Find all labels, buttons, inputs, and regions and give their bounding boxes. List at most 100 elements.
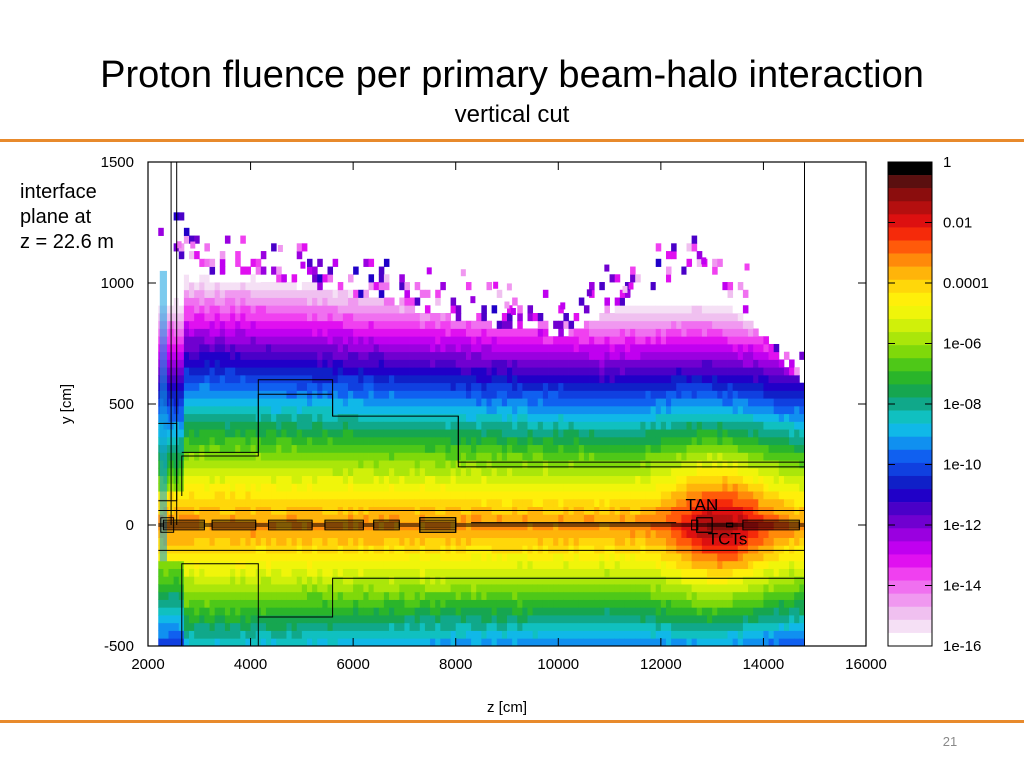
heatmap-cell xyxy=(286,630,292,639)
heatmap-cell xyxy=(306,560,313,569)
heatmap-cell xyxy=(214,568,221,577)
heatmap-cell xyxy=(183,413,190,422)
heatmap-cell xyxy=(476,591,482,600)
heatmap-cell xyxy=(594,436,600,446)
heatmap-cell xyxy=(507,413,513,422)
heatmap-cell xyxy=(219,405,226,415)
heatmap-cell xyxy=(199,568,205,577)
heatmap-cell xyxy=(619,630,626,639)
heatmap-cell xyxy=(219,560,226,569)
heatmap-cell xyxy=(209,630,216,639)
heatmap-cell xyxy=(548,382,554,391)
heatmap-cell xyxy=(230,297,236,306)
heatmap-cell xyxy=(230,576,236,585)
heatmap-cell xyxy=(389,390,395,399)
heatmap-cell xyxy=(465,568,472,577)
heatmap-cell xyxy=(701,328,708,337)
heatmap-cell xyxy=(189,251,195,260)
heatmap-cell xyxy=(686,483,693,492)
heatmap-cell xyxy=(373,622,380,631)
heatmap-cell xyxy=(583,382,590,391)
heatmap-cell xyxy=(599,444,605,453)
heatmap-cell xyxy=(573,351,580,360)
heatmap-cell xyxy=(419,467,426,477)
heatmap-cell xyxy=(430,615,436,624)
heatmap-cell xyxy=(537,560,544,569)
heatmap-cell xyxy=(301,638,308,646)
heatmap-cell xyxy=(650,367,657,376)
heatmap-cell xyxy=(358,638,364,646)
heatmap-cell xyxy=(342,374,349,384)
heatmap-cell xyxy=(640,320,646,329)
heatmap-cell xyxy=(465,576,472,585)
heatmap-cell xyxy=(527,638,534,646)
heatmap-cell xyxy=(553,467,559,477)
heatmap-cell xyxy=(337,359,344,368)
heatmap-cell xyxy=(665,313,672,322)
heatmap-cell xyxy=(291,452,298,461)
heatmap-cell xyxy=(183,568,190,577)
heatmap-cell xyxy=(578,359,585,368)
heatmap-cell xyxy=(517,382,523,391)
heatmap-cell xyxy=(296,584,303,593)
heatmap-cell xyxy=(291,460,298,469)
heatmap-cell xyxy=(527,305,534,314)
heatmap-cell xyxy=(194,529,200,538)
heatmap-cell xyxy=(348,305,354,314)
heatmap-cell xyxy=(594,568,600,577)
heatmap-cell xyxy=(178,351,185,360)
heatmap-cell xyxy=(224,305,231,314)
heatmap-cell xyxy=(430,405,436,415)
heatmap-cell xyxy=(424,514,431,523)
heatmap-cell xyxy=(409,452,416,461)
heatmap-cell xyxy=(532,475,539,484)
heatmap-cell xyxy=(194,475,200,484)
heatmap-cell xyxy=(235,390,241,399)
heatmap-cell xyxy=(419,436,426,446)
heatmap-cell xyxy=(671,460,677,469)
heatmap-cell xyxy=(306,599,313,608)
heatmap-cell xyxy=(194,282,200,291)
heatmap-cell xyxy=(194,374,200,384)
heatmap-cell xyxy=(671,289,677,298)
heatmap-cell xyxy=(178,313,185,322)
heatmap-cell xyxy=(194,235,200,244)
heatmap-cell xyxy=(245,343,251,353)
heatmap-cell xyxy=(342,553,349,562)
heatmap-cell xyxy=(599,405,605,415)
heatmap-cell xyxy=(204,553,210,562)
heatmap-cell xyxy=(707,568,713,577)
heatmap-cell xyxy=(312,359,318,368)
heatmap-cell xyxy=(204,266,210,275)
heatmap-cell xyxy=(322,382,328,391)
heatmap-cell xyxy=(204,436,210,446)
heatmap-cell xyxy=(214,576,221,585)
heatmap-cell xyxy=(250,467,257,477)
heatmap-cell xyxy=(204,630,210,639)
heatmap-cell xyxy=(183,328,190,337)
heatmap-cell xyxy=(306,421,313,430)
heatmap-cell xyxy=(655,243,662,252)
heatmap-cell xyxy=(224,235,231,244)
heatmap-cell xyxy=(707,576,713,585)
heatmap-cell xyxy=(419,638,426,646)
heatmap-cell xyxy=(368,475,375,484)
heatmap-cell xyxy=(542,491,549,500)
heatmap-cell xyxy=(491,545,498,554)
heatmap-cell xyxy=(471,584,477,593)
heatmap-cell xyxy=(496,405,503,415)
heatmap-cell xyxy=(404,498,410,507)
heatmap-cell xyxy=(568,537,575,546)
heatmap-cell xyxy=(624,390,631,399)
heatmap-cell xyxy=(481,537,487,546)
heatmap-cell xyxy=(204,529,210,538)
heatmap-cell xyxy=(317,382,323,391)
heatmap-cell xyxy=(317,467,323,477)
heatmap-cell xyxy=(645,405,651,415)
heatmap-cell xyxy=(327,553,334,562)
heatmap-cell xyxy=(707,638,713,646)
heatmap-cell xyxy=(178,444,185,453)
heatmap-cell xyxy=(491,483,498,492)
heatmap-cell xyxy=(707,591,713,600)
heatmap-cell xyxy=(542,545,549,554)
